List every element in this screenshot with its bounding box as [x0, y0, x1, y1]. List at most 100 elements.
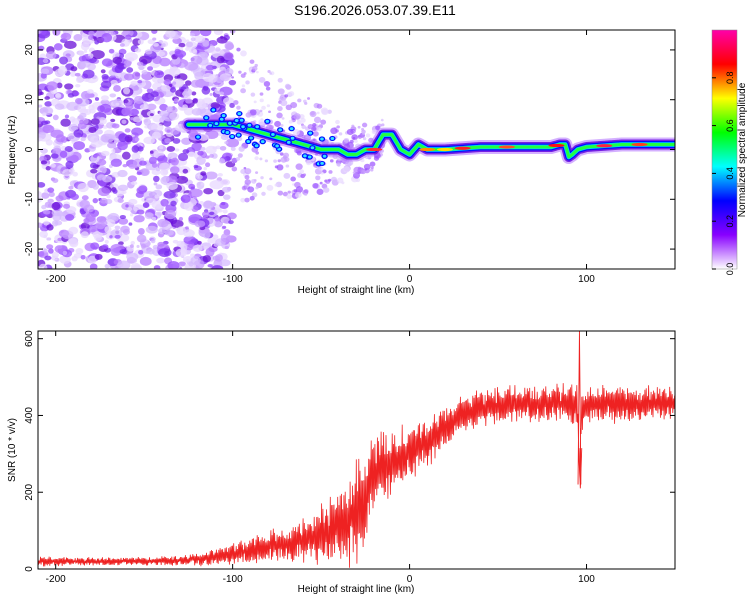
noise-speckle: [371, 129, 377, 135]
noise-speckle: [189, 253, 195, 258]
noise-speckle: [129, 244, 134, 249]
noise-speckle: [147, 39, 155, 45]
noise-speckle: [295, 163, 303, 170]
ridge-clump: [275, 144, 279, 148]
noise-speckle: [341, 181, 345, 185]
noise-speckle: [357, 125, 361, 129]
noise-speckle: [117, 198, 124, 203]
noise-speckle: [42, 209, 51, 215]
noise-speckle: [343, 166, 351, 173]
noise-speckle: [125, 34, 132, 40]
noise-speckle: [156, 257, 166, 264]
noise-speckle: [131, 145, 140, 153]
ridge-clump: [308, 131, 313, 135]
noise-speckle: [225, 138, 240, 148]
noise-speckle: [247, 186, 255, 193]
noise-speckle: [134, 137, 140, 142]
noise-speckle: [134, 95, 144, 104]
noise-speckle: [224, 245, 230, 250]
ridge-peak: [436, 147, 453, 152]
noise-speckle: [101, 244, 109, 250]
noise-speckle: [153, 265, 161, 269]
noise-speckle: [101, 33, 113, 43]
noise-speckle: [104, 239, 109, 244]
noise-speckle: [202, 40, 210, 47]
noise-speckle: [55, 93, 62, 99]
noise-speckle: [68, 185, 74, 190]
noise-speckle: [170, 157, 179, 166]
noise-speckle: [125, 204, 129, 208]
noise-speckle: [299, 169, 305, 174]
noise-speckle: [136, 61, 144, 66]
noise-speckle: [240, 88, 246, 94]
noise-speckle: [281, 117, 285, 120]
noise-speckle: [253, 100, 257, 104]
noise-speckle: [260, 176, 264, 180]
noise-speckle: [201, 211, 210, 218]
noise-speckle: [139, 256, 152, 266]
noise-speckle: [146, 88, 154, 93]
noise-speckle: [240, 168, 246, 175]
noise-speckle: [130, 117, 134, 121]
noise-speckle: [42, 112, 47, 117]
noise-speckle: [83, 49, 88, 53]
noise-speckle: [122, 228, 130, 235]
noise-speckle: [104, 263, 111, 269]
noise-speckle: [175, 248, 188, 258]
noise-speckle: [191, 142, 202, 152]
noise-speckle: [164, 229, 174, 236]
noise-speckle: [124, 52, 138, 61]
noise-speckle: [217, 173, 223, 177]
noise-speckle: [362, 137, 367, 141]
snr-ylabel: SNR (10 * v/v): [7, 418, 18, 482]
x-tick-label: -200: [46, 574, 66, 585]
noise-speckle: [112, 51, 120, 58]
colorbar-strip: [711, 29, 738, 270]
x-tick-label: -200: [46, 274, 66, 285]
noise-speckle: [117, 140, 128, 151]
noise-speckle: [317, 126, 322, 132]
noise-speckle: [284, 156, 290, 162]
noise-speckle: [74, 72, 81, 77]
noise-speckle: [115, 72, 122, 79]
noise-speckle: [300, 117, 306, 123]
noise-speckle: [80, 231, 89, 239]
noise-speckle: [293, 189, 298, 193]
noise-speckle: [62, 168, 73, 177]
noise-speckle: [122, 87, 131, 95]
ridge-clump: [204, 116, 209, 120]
noise-speckle: [66, 101, 79, 111]
noise-speckle: [147, 66, 154, 71]
noise-speckle: [75, 248, 84, 255]
noise-speckle: [136, 244, 140, 248]
noise-speckle: [100, 95, 109, 101]
colorbar-tick-label: 0.0: [725, 263, 735, 276]
noise-speckle: [90, 229, 96, 233]
noise-speckle: [121, 151, 131, 160]
ridge-clump: [196, 135, 200, 139]
noise-speckle: [44, 255, 52, 261]
noise-speckle: [220, 134, 229, 141]
noise-speckle: [65, 160, 74, 169]
noise-speckle: [130, 80, 139, 86]
noise-speckle: [38, 191, 42, 199]
ridge-clump: [221, 114, 226, 118]
noise-speckle: [279, 152, 284, 156]
noise-speckle: [80, 60, 91, 68]
noise-speckle: [354, 139, 358, 143]
noise-speckle: [77, 122, 87, 130]
noise-speckle: [365, 133, 371, 138]
noise-speckle: [154, 70, 165, 79]
noise-speckle: [117, 260, 131, 269]
noise-speckle: [119, 43, 125, 47]
noise-speckle: [143, 118, 152, 126]
ridge-clump: [303, 154, 307, 158]
noise-speckle: [174, 48, 181, 55]
noise-speckle: [274, 183, 278, 187]
noise-speckle: [193, 164, 199, 169]
noise-speckle: [100, 80, 112, 89]
noise-speckle: [277, 88, 285, 95]
colorbar: 0.0 0.2 0.4 0.6 0.8 Normalized spectral ampl…: [711, 29, 748, 276]
noise-speckle: [111, 148, 116, 153]
noise-speckle: [249, 196, 255, 201]
